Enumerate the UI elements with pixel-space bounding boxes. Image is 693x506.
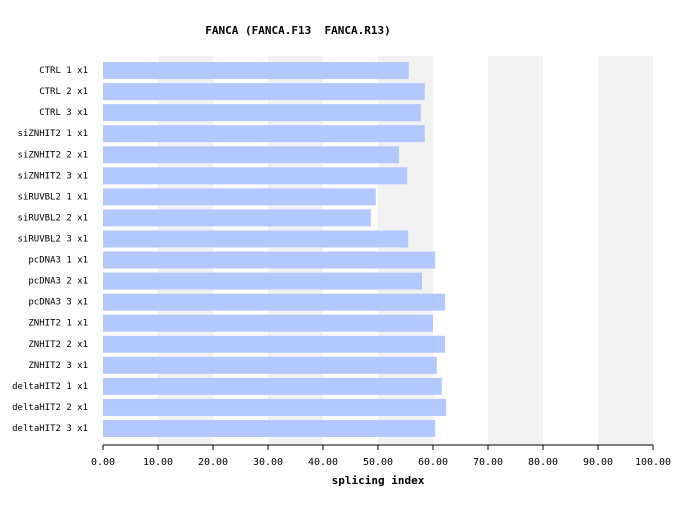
y-tick-label: ZNHIT2 2 x1 [28, 340, 88, 350]
x-tick-label: 80.00 [528, 457, 558, 468]
y-tick-label: CTRL 3 x1 [39, 108, 88, 118]
y-tick-label: CTRL 1 x1 [39, 66, 88, 76]
y-tick-label: CTRL 2 x1 [39, 87, 88, 97]
bar [103, 209, 371, 227]
x-tick-label: 100.00 [635, 457, 671, 468]
y-tick-label: ZNHIT2 3 x1 [28, 361, 88, 371]
x-tick-label: 10.00 [143, 457, 173, 468]
bar [103, 104, 421, 122]
bar [103, 377, 442, 395]
x-tick-label: 30.00 [253, 457, 283, 468]
y-tick-label: pcDNA3 1 x1 [28, 256, 88, 266]
y-tick-label: deltaHIT2 3 x1 [12, 424, 88, 434]
bar [103, 230, 409, 248]
y-tick-label: deltaHIT2 2 x1 [12, 403, 88, 413]
x-tick-label: 60.00 [418, 457, 448, 468]
y-tick-label: deltaHIT2 1 x1 [12, 382, 88, 392]
bar [103, 398, 447, 416]
x-tick-label: 20.00 [198, 457, 228, 468]
bar [103, 356, 437, 374]
bar [103, 146, 399, 164]
y-tick-label: siRUVBL2 1 x1 [18, 192, 88, 202]
y-tick-label: siZNHIT2 2 x1 [18, 150, 88, 160]
x-axis-title: splicing index [332, 474, 425, 487]
x-tick-label: 70.00 [473, 457, 503, 468]
bar [103, 251, 436, 269]
x-tick-label: 0.00 [91, 457, 115, 468]
chart-title: FANCA (FANCA.F13 FANCA.R13) [205, 24, 390, 37]
bar [103, 314, 433, 332]
bar [103, 272, 422, 290]
bar [103, 188, 376, 206]
bar [103, 335, 446, 353]
bar [103, 293, 446, 311]
bar [103, 419, 436, 437]
bar [103, 167, 408, 185]
y-tick-label: ZNHIT2 1 x1 [28, 319, 88, 329]
bar [103, 83, 425, 101]
y-tick-label: siZNHIT2 1 x1 [18, 129, 88, 139]
y-tick-label: siRUVBL2 3 x1 [18, 234, 88, 244]
y-tick-label: pcDNA3 3 x1 [28, 298, 88, 308]
x-tick-label: 90.00 [583, 457, 613, 468]
y-tick-label: siRUVBL2 2 x1 [18, 213, 88, 223]
x-tick-label: 50.00 [363, 457, 393, 468]
x-tick-label: 40.00 [308, 457, 338, 468]
grid-band [488, 56, 543, 445]
y-tick-label: pcDNA3 2 x1 [28, 277, 88, 287]
bar [103, 62, 409, 80]
y-tick-label: siZNHIT2 3 x1 [18, 171, 88, 181]
bar [103, 125, 425, 143]
grid-band [598, 56, 653, 445]
